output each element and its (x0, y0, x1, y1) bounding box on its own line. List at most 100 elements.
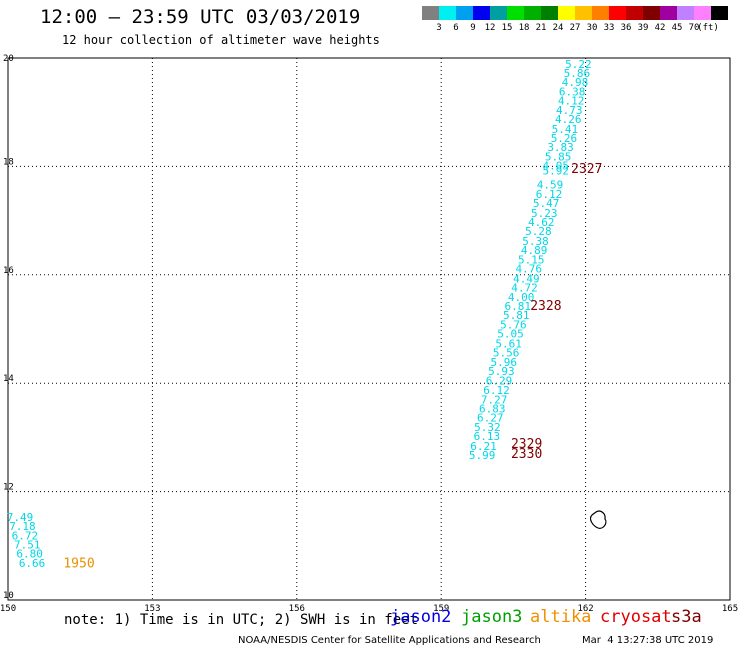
wave-height-value: 5.85 (545, 150, 572, 163)
wave-height-value: 4.72 (511, 282, 538, 295)
colorbar-label: 45 (671, 23, 683, 33)
wave-height-value: 6.29 (486, 374, 513, 387)
wave-height-value: 5.56 (493, 347, 520, 360)
generation-timestamp: Mar 4 13:27:38 UTC 2019 (582, 635, 714, 646)
colorbar-swatch (711, 6, 728, 20)
colorbar-swatch (558, 6, 575, 20)
colorbar-swatch (541, 6, 558, 20)
colorbar-swatch (694, 6, 711, 20)
wave-height-value: 7.27 (481, 393, 508, 406)
x-tick-label: 162 (577, 604, 593, 614)
wave-height-value: 5.22 (565, 58, 592, 71)
wave-height-value: 4.49 (513, 272, 540, 285)
wave-height-value: 3.83 (547, 141, 574, 154)
wave-height-value: 4.05 (543, 160, 570, 173)
wave-height-value: 4.98 (562, 76, 589, 89)
wave-height-value: 7.51 (14, 539, 41, 552)
y-tick-label: 14 (3, 374, 14, 384)
wave-height-value: 5.05 (497, 328, 524, 341)
mission-legend-s3a: s3a (671, 607, 702, 627)
wave-height-value: 5.61 (495, 337, 522, 350)
wave-height-value: 6.38 (559, 85, 586, 98)
colorbar-swatch (626, 6, 643, 20)
wave-height-value: 5.32 (474, 421, 501, 434)
mission-legend-altika: altika (530, 607, 592, 627)
wave-height-value: 5.38 (522, 235, 549, 248)
colorbar-label: 24 (552, 23, 564, 33)
pass-time-label: 2327 (571, 162, 602, 177)
credit-line: NOAA/NESDIS Center for Satellite Applica… (238, 635, 541, 646)
colorbar-swatch (609, 6, 626, 20)
wave-height-value: 4.76 (516, 263, 543, 276)
colorbar-swatch (490, 6, 507, 20)
wave-height-value: 6.27 (477, 412, 504, 425)
wave-height-value: 5.86 (564, 67, 591, 80)
colorbar-label: 42 (654, 23, 666, 33)
y-tick-label: 10 (3, 591, 14, 601)
colorbar-label: 70 (688, 23, 700, 33)
wave-height-value: 5.26 (551, 132, 578, 145)
y-tick-label: 12 (3, 483, 14, 493)
colorbar-unit: (ft) (697, 23, 719, 33)
wave-height-value: 6.21 (470, 440, 497, 453)
wave-height-value: 6.12 (483, 384, 510, 397)
wave-height-value: 4.00 (508, 291, 535, 304)
wave-height-value: 7.49 (7, 511, 34, 524)
colorbar-swatch (677, 6, 694, 20)
pass-time-label: 2328 (530, 299, 561, 314)
colorbar-label: 9 (470, 23, 476, 33)
colorbar-label: 33 (603, 23, 615, 33)
colorbar-swatch (592, 6, 609, 20)
y-tick-label: 16 (3, 266, 14, 276)
wave-height-value: 5.99 (469, 449, 496, 462)
colorbar-swatch (524, 6, 541, 20)
colorbar-swatch (439, 6, 456, 20)
wave-height-value: 5.81 (503, 309, 530, 322)
wave-height-value: 5.93 (488, 365, 515, 378)
map-grid (8, 58, 730, 600)
wave-height-value: 6.72 (12, 529, 39, 542)
wave-height-value: 4.59 (537, 179, 564, 192)
y-tick-label: 18 (3, 157, 14, 167)
colorbar-label: 18 (518, 23, 530, 33)
wave-height-value: 5.96 (491, 356, 518, 369)
colorbar-label: 12 (484, 23, 496, 33)
wave-height-values: 5.225.864.986.384.124.734.265.415.263.83… (7, 58, 592, 570)
map-subtitle: 12 hour collection of altimeter wave hei… (62, 33, 380, 47)
wave-height-value: 6.13 (474, 430, 501, 443)
x-tick-label: 156 (289, 604, 305, 614)
y-tick-label: 20 (3, 54, 14, 64)
footer-note: note: 1) Time is in UTC; 2) SWH is in fe… (64, 612, 419, 628)
wave-height-value: 4.73 (556, 104, 583, 117)
x-tick-label: 153 (144, 604, 160, 614)
colorbar-label: 27 (569, 23, 581, 33)
mission-legend-jason2: jason2 (390, 607, 452, 627)
colorbar-swatch (473, 6, 490, 20)
colorbar-label: 6 (453, 23, 459, 33)
colorbar-swatch (422, 6, 439, 20)
wave-height-value: 5.92 (543, 165, 570, 178)
map-tick-labels: 150 153 156 159 162 165 10 12 14 16 18 20 (0, 54, 738, 614)
x-tick-label: 159 (433, 604, 449, 614)
wave-height-value: 6.80 (16, 548, 43, 561)
colorbar-swatch (507, 6, 524, 20)
wave-height-value: 4.26 (555, 113, 582, 126)
wave-height-value: 4.62 (528, 216, 555, 229)
wave-height-value: 7.18 (9, 520, 36, 533)
wave-height-value: 4.89 (521, 244, 548, 257)
wave-height-value: 6.66 (19, 557, 46, 570)
x-tick-label: 165 (722, 604, 738, 614)
wave-height-value: 6.12 (536, 188, 563, 201)
wave-height-value: 5.15 (518, 253, 545, 266)
colorbar-swatch (660, 6, 677, 20)
colorbar-swatch (643, 6, 660, 20)
colorbar-label: 15 (501, 23, 513, 33)
colorbar-label: 3 (436, 23, 442, 33)
colorbar-label: 21 (535, 23, 547, 33)
pass-time-label: 1950 (63, 556, 94, 571)
colorbar-label: 36 (620, 23, 632, 33)
pass-time-label: 2329 (511, 437, 542, 452)
map-frame (7, 57, 731, 601)
